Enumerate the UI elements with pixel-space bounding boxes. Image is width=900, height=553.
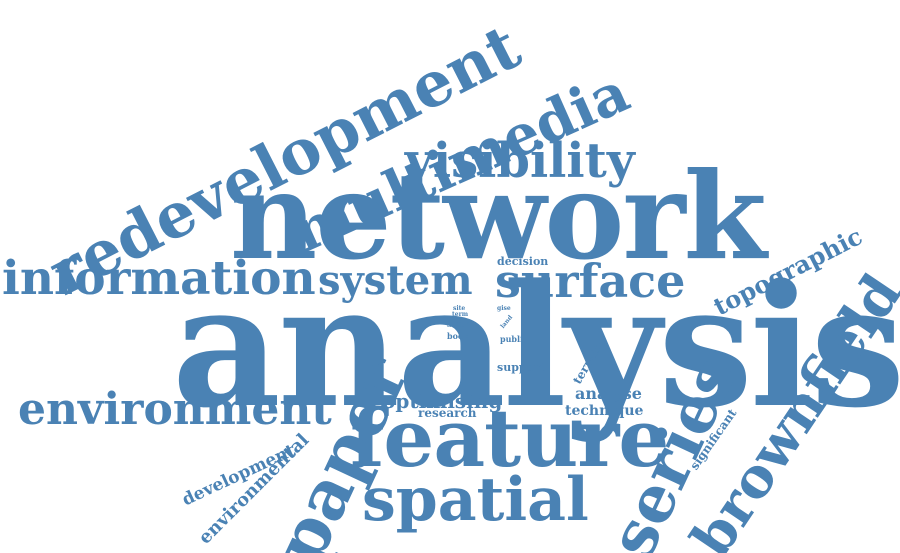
word-support: support — [497, 361, 545, 374]
word-environment: environment — [18, 384, 332, 435]
word-short: short — [447, 320, 474, 330]
word-decision: decision — [497, 255, 549, 268]
word-visibility: visibility — [405, 133, 635, 189]
word-surface: surface — [495, 254, 686, 308]
word-analysis: analysis — [172, 247, 900, 445]
word-gise: gise — [497, 305, 511, 312]
word-public: public — [500, 334, 528, 344]
word-analyse: analyse — [575, 384, 642, 403]
word-information: information — [2, 251, 316, 306]
word-research: research — [418, 406, 477, 420]
word-optimising: optimising — [382, 389, 503, 413]
word-technique: technique — [565, 403, 644, 419]
word-system: system — [318, 257, 473, 304]
word-book: book — [447, 331, 469, 341]
word-feature: feature — [350, 391, 669, 485]
word-site: site — [453, 305, 466, 312]
word-term: term — [452, 311, 469, 318]
word-network: network — [230, 146, 767, 287]
word-spatial: spatial — [362, 465, 589, 535]
